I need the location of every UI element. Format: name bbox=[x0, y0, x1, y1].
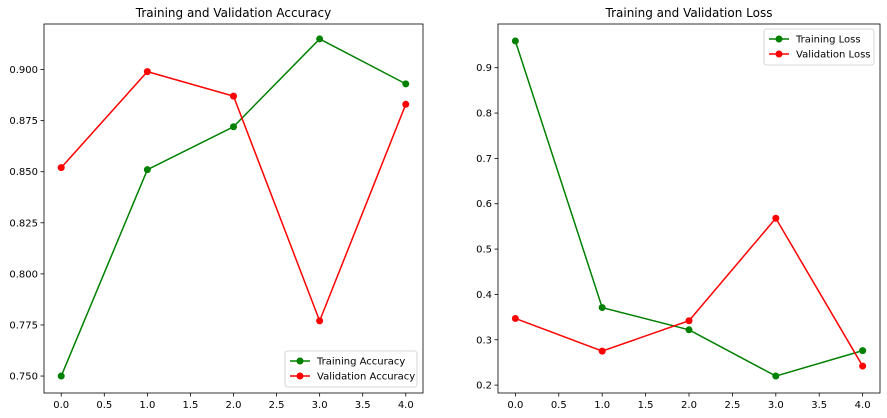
loss-x-tick-label: 2.5 bbox=[724, 400, 740, 411]
loss-x-tick-label: 2.0 bbox=[681, 400, 697, 411]
loss-legend: Training Loss Validation Loss bbox=[763, 28, 875, 66]
accuracy-chart-title: Training and Validation Accuracy bbox=[135, 6, 331, 20]
accuracy-y-tick-label: 0.850 bbox=[9, 167, 38, 178]
accuracy-x-tick-label: 2.5 bbox=[269, 400, 285, 411]
loss-y-tick-label: 0.6 bbox=[476, 199, 492, 210]
accuracy-validation-accuracy-legend-marker bbox=[296, 372, 304, 380]
loss-x-tick-label: 1.0 bbox=[594, 400, 610, 411]
accuracy-x-tick-label: 2.0 bbox=[226, 400, 242, 411]
accuracy-y-tick-label: 0.825 bbox=[9, 218, 38, 229]
loss-x-tick-label: 1.5 bbox=[638, 400, 654, 411]
loss-validation-loss-point bbox=[598, 347, 606, 355]
loss-y-tick-label: 0.2 bbox=[476, 381, 492, 392]
accuracy-plot-area bbox=[43, 23, 424, 394]
loss-training-loss-legend-label: Training Loss bbox=[795, 35, 861, 46]
accuracy-x-tick-label: 1.5 bbox=[182, 400, 198, 411]
loss-y-tick-label: 0.9 bbox=[476, 63, 492, 74]
accuracy-y-tick-label: 0.800 bbox=[9, 269, 38, 280]
accuracy-training-accuracy-point bbox=[402, 80, 410, 88]
accuracy-training-accuracy-point bbox=[230, 123, 237, 131]
loss-x-tick-label: 3.5 bbox=[811, 400, 827, 411]
loss-training-loss-point bbox=[598, 304, 606, 312]
accuracy-y-tick-label: 0.875 bbox=[9, 116, 38, 127]
accuracy-training-accuracy-point bbox=[316, 35, 324, 43]
accuracy-validation-accuracy-point bbox=[402, 100, 410, 108]
loss-plot-area bbox=[497, 23, 881, 394]
loss-y-tick-label: 0.8 bbox=[476, 109, 492, 120]
accuracy-validation-accuracy-point bbox=[143, 68, 151, 76]
accuracy-x-tick-label: 0.0 bbox=[53, 400, 69, 411]
accuracy-x-tick-label: 3.0 bbox=[312, 400, 328, 411]
loss-training-loss-point bbox=[772, 372, 780, 380]
accuracy-validation-accuracy-legend-label: Validation Accuracy bbox=[317, 372, 415, 383]
accuracy-training-accuracy-point bbox=[57, 372, 65, 380]
accuracy-chart: Training and Validation Accuracy 0.0 0.5 1.… bbox=[9, 6, 424, 411]
accuracy-validation-accuracy-point bbox=[230, 92, 237, 100]
loss-validation-loss-legend-marker bbox=[775, 50, 783, 58]
loss-chart: Training and Validation Loss 0.0 0.5 1.0 1.5… bbox=[476, 6, 881, 411]
accuracy-x-tick-label: 4.0 bbox=[398, 400, 414, 411]
loss-training-loss-point bbox=[511, 37, 519, 45]
loss-training-loss-legend-marker bbox=[775, 35, 783, 43]
loss-x-tick-label: 4.0 bbox=[855, 400, 871, 411]
loss-chart-title: Training and Validation Loss bbox=[605, 6, 773, 20]
loss-validation-loss-point bbox=[859, 362, 867, 370]
accuracy-training-accuracy-legend-marker bbox=[296, 357, 304, 365]
loss-y-tick-label: 0.3 bbox=[476, 335, 492, 346]
loss-validation-loss-point bbox=[772, 214, 780, 222]
loss-validation-loss-legend-label: Validation Loss bbox=[796, 50, 871, 61]
loss-x-tick-label: 3.0 bbox=[768, 400, 784, 411]
loss-x-tick-label: 0.5 bbox=[551, 400, 567, 411]
loss-training-loss-point bbox=[685, 326, 693, 334]
accuracy-legend: Training Accuracy Validation Accuracy bbox=[284, 350, 418, 388]
loss-y-tick-label: 0.7 bbox=[476, 154, 492, 165]
accuracy-x-tick-label: 0.5 bbox=[96, 400, 112, 411]
accuracy-training-accuracy-point bbox=[143, 166, 151, 174]
accuracy-x-tick-label: 1.0 bbox=[139, 400, 155, 411]
accuracy-legend-box bbox=[284, 350, 418, 388]
loss-validation-loss-point bbox=[511, 314, 519, 322]
loss-training-loss-point bbox=[859, 347, 867, 355]
accuracy-y-tick-label: 0.900 bbox=[9, 65, 38, 76]
accuracy-y-tick-label: 0.750 bbox=[9, 372, 38, 383]
loss-x-tick-label: 0.0 bbox=[507, 400, 523, 411]
accuracy-validation-accuracy-point bbox=[57, 164, 65, 172]
accuracy-validation-accuracy-point bbox=[316, 317, 324, 325]
loss-y-tick-label: 0.4 bbox=[476, 290, 492, 301]
accuracy-training-accuracy-legend-label: Training Accuracy bbox=[316, 357, 405, 368]
accuracy-y-tick-label: 0.775 bbox=[9, 320, 38, 331]
loss-y-tick-label: 0.5 bbox=[476, 245, 492, 256]
accuracy-x-tick-label: 3.5 bbox=[355, 400, 371, 411]
loss-validation-loss-point bbox=[685, 317, 693, 325]
loss-legend-box bbox=[763, 28, 875, 66]
